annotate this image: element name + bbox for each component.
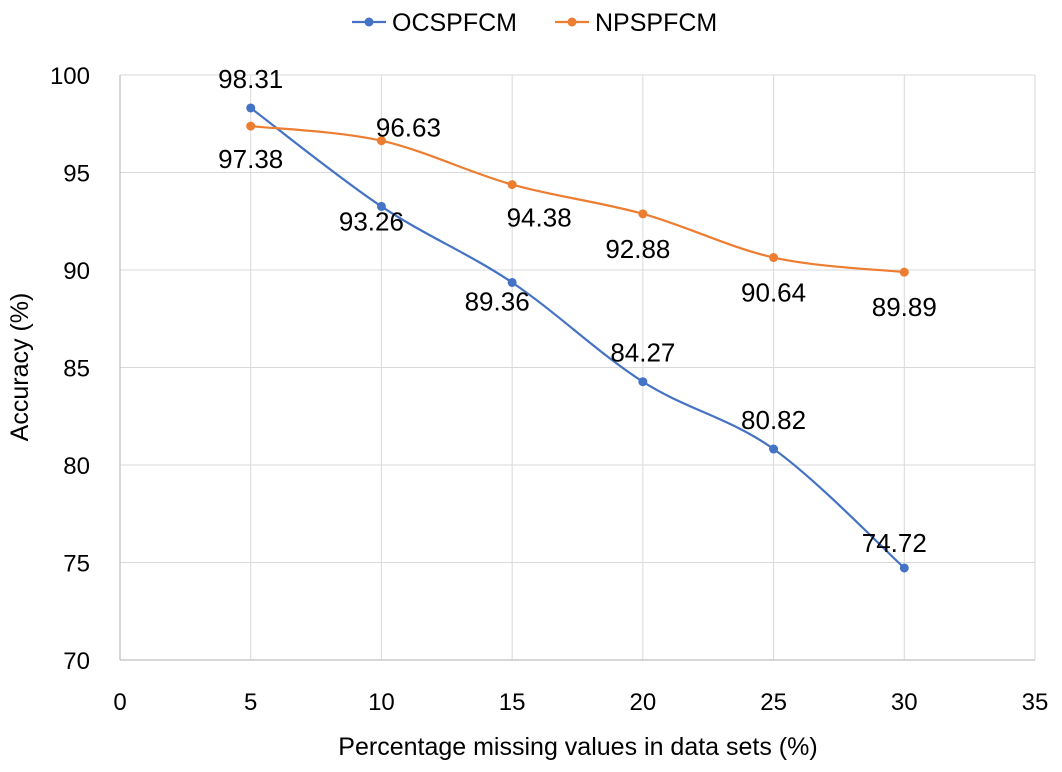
- data-point: [376, 136, 386, 146]
- y-tick-label: 75: [63, 551, 90, 578]
- x-tick-label: 35: [1022, 689, 1049, 716]
- data-point: [769, 253, 779, 263]
- data-point: [638, 209, 648, 219]
- axes: [119, 75, 1035, 661]
- legend-label-ocspfcm: OCSPFCM: [392, 9, 517, 37]
- data-label: 89.89: [872, 292, 937, 322]
- data-label: 74.72: [862, 528, 927, 558]
- data-label: 90.64: [741, 278, 806, 308]
- data-label: 89.36: [465, 286, 530, 316]
- series-points: [246, 103, 909, 573]
- x-tick-label: 25: [760, 689, 787, 716]
- x-tick-labels: 0 5 10 15 20 25 30 35: [113, 689, 1048, 716]
- data-point: [899, 563, 909, 573]
- data-label: 93.26: [339, 206, 404, 236]
- x-tick-label: 5: [244, 689, 257, 716]
- y-tick-label: 85: [63, 356, 90, 383]
- x-tick-label: 0: [113, 689, 126, 716]
- data-point: [899, 267, 909, 277]
- x-tick-label: 10: [368, 689, 395, 716]
- data-point: [246, 103, 256, 113]
- y-axis-title: Accuracy (%): [6, 293, 34, 442]
- y-tick-label: 80: [63, 453, 90, 480]
- data-label: 92.88: [605, 234, 670, 264]
- y-tick-label: 90: [63, 258, 90, 285]
- y-tick-label: 70: [63, 648, 90, 675]
- data-point: [507, 277, 517, 287]
- legend-label-npspfcm: NPSPFCM: [595, 9, 717, 37]
- data-label: 80.82: [741, 405, 806, 435]
- data-label: 98.31: [218, 64, 283, 94]
- legend: OCSPFCM NPSPFCM: [352, 9, 717, 37]
- data-point: [246, 121, 256, 131]
- x-axis-title: Percentage missing values in data sets (…: [338, 733, 817, 761]
- data-point: [376, 201, 386, 211]
- legend-marker-npspfcm: [567, 17, 577, 27]
- series-line-npspfcm: [250, 124, 905, 274]
- y-tick-label: 95: [63, 161, 90, 188]
- y-tick-labels: 70 75 80 85 90 95 100: [50, 63, 90, 675]
- data-label: 84.27: [610, 338, 675, 368]
- data-label: 94.38: [507, 203, 572, 233]
- series-lines: [250, 107, 906, 569]
- data-point: [507, 180, 517, 190]
- data-label: 97.38: [218, 144, 283, 174]
- legend-marker-ocspfcm: [364, 17, 374, 27]
- x-tick-label: 15: [499, 689, 526, 716]
- data-point: [638, 377, 648, 387]
- x-tick-label: 20: [630, 689, 657, 716]
- data-labels: 98.31 93.26 89.36 84.27 80.82 74.72 97.38 96.63…: [218, 64, 937, 558]
- data-point: [769, 444, 779, 454]
- y-tick-label: 100: [50, 63, 90, 90]
- x-tick-label: 30: [891, 689, 918, 716]
- data-label: 96.63: [376, 113, 441, 143]
- series-line-ocspfcm: [250, 107, 906, 569]
